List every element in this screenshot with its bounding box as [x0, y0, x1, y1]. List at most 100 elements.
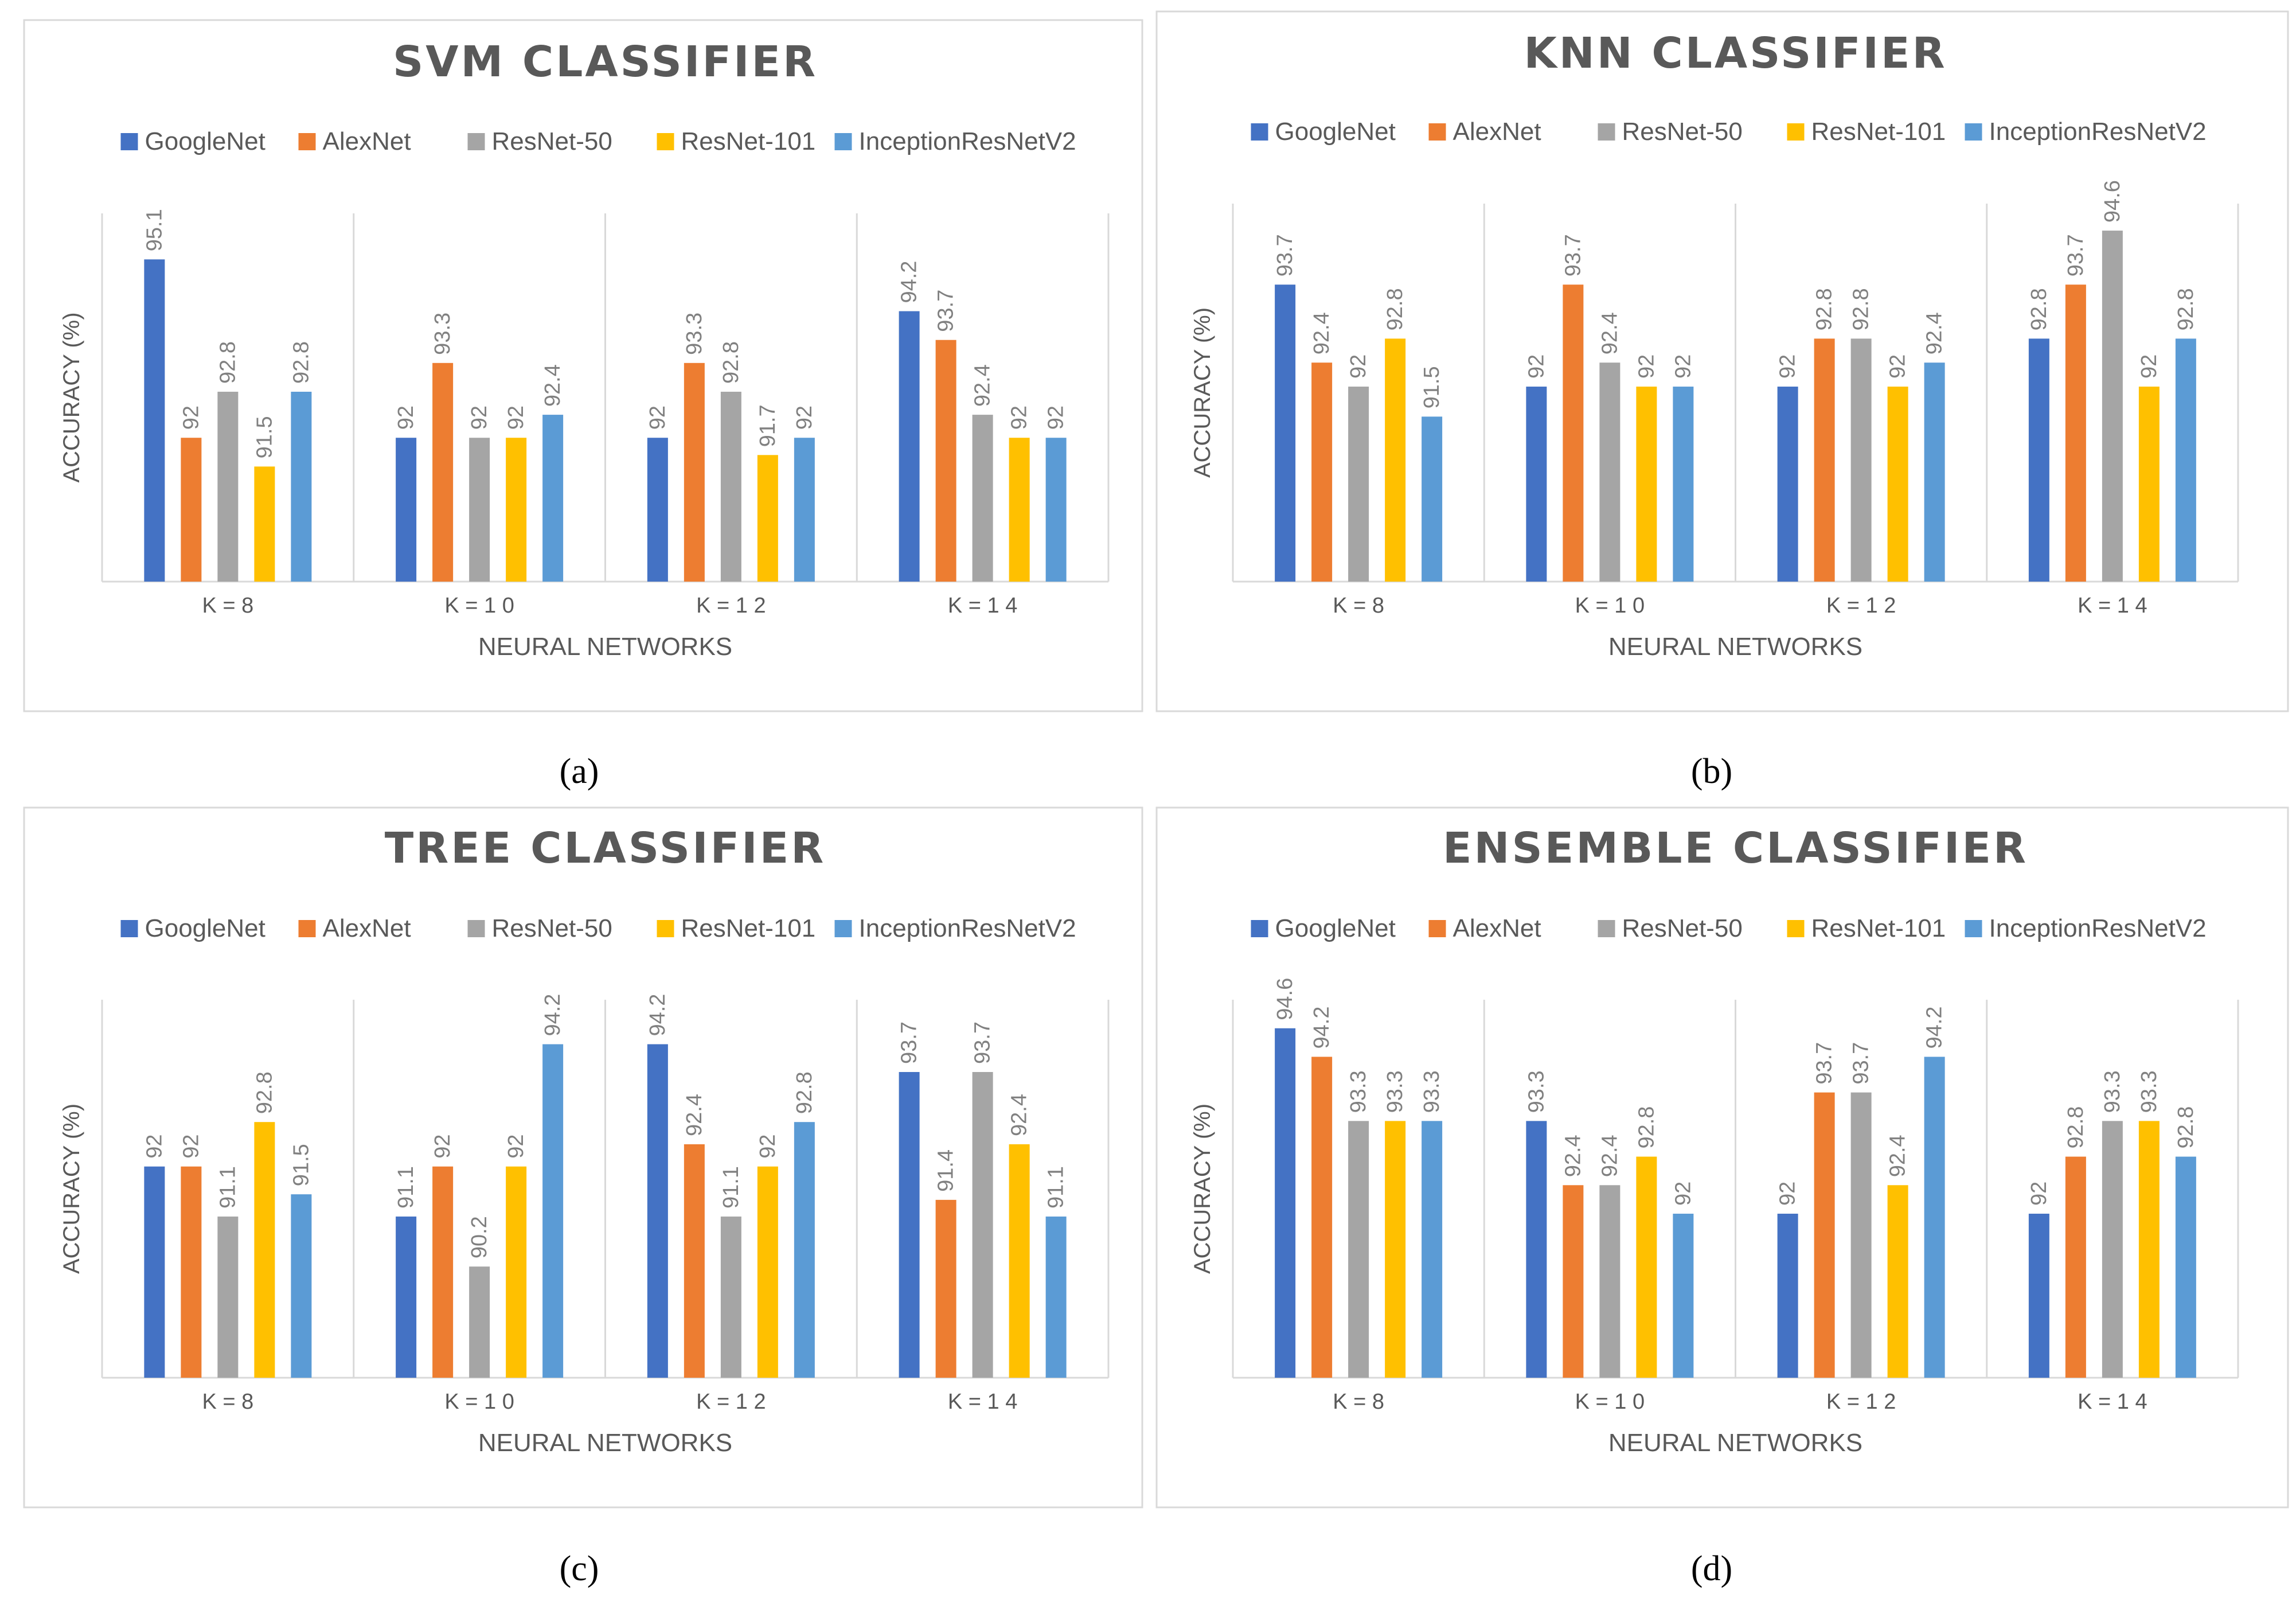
data-label: 92 — [2027, 1182, 2051, 1206]
chart-border — [23, 806, 1143, 1509]
bar-alexnet-k1 — [181, 438, 202, 582]
bar-alexnet-k3 — [684, 1144, 705, 1378]
x-tick-label: K = 8 — [1333, 594, 1384, 618]
bar-resnet-101-k3 — [1887, 1185, 1908, 1378]
legend-label-4: ResNet-101 — [1811, 118, 1946, 146]
legend-swatch-5 — [834, 133, 852, 150]
x-tick-label: K = 8 — [202, 1390, 253, 1414]
bar-googlenet-k4 — [2028, 338, 2049, 582]
bar-resnet-101-k1 — [1385, 1121, 1406, 1378]
data-label: 92.8 — [1849, 288, 1873, 330]
data-label: 93.3 — [1420, 1070, 1444, 1113]
bar-resnet-101-k4 — [1009, 1144, 1030, 1378]
bar-resnet-101-k4 — [1009, 438, 1030, 582]
data-label: 92.8 — [719, 341, 743, 384]
data-label: 92.8 — [2027, 288, 2051, 330]
data-label: 92 — [1634, 354, 1658, 379]
legend-swatch-5 — [1965, 920, 1982, 937]
data-label: 94.6 — [1273, 978, 1297, 1020]
panel-label-a: (a) — [560, 752, 599, 791]
legend-swatch-4 — [657, 920, 674, 937]
data-label: 91.1 — [719, 1166, 743, 1209]
chart-border — [1155, 10, 2289, 712]
y-axis-title: ACCURACY (%) — [59, 1104, 84, 1274]
bar-resnet-101-k2 — [506, 1166, 527, 1378]
bar-inceptionresnetv2-k2 — [542, 415, 564, 582]
bar-resnet-101-k3 — [757, 1166, 778, 1378]
data-label: 93.3 — [1383, 1070, 1407, 1113]
legend-label-4: ResNet-101 — [681, 127, 816, 155]
data-label: 92.8 — [2174, 1106, 2198, 1149]
legend-swatch-2 — [298, 920, 316, 937]
chart-title: KNN CLASSIFIER — [1524, 29, 1947, 78]
data-label: 92 — [1671, 1182, 1695, 1206]
legend-swatch-3 — [467, 920, 485, 937]
bar-inceptionresnetv2-k4 — [1045, 1216, 1067, 1378]
data-label: 90.2 — [467, 1216, 491, 1258]
legend-swatch-4 — [1787, 920, 1805, 937]
bar-inceptionresnetv2-k2 — [542, 1044, 564, 1378]
data-label: 92 — [1776, 1182, 1800, 1206]
chart-panel-1: SVM CLASSIFIER GoogleNet AlexNet ResNet-50 R… — [23, 19, 1143, 712]
bar-googlenet-k1 — [1275, 1028, 1296, 1378]
bar-inceptionresnetv2-k3 — [794, 1122, 815, 1378]
data-label: 92 — [792, 406, 817, 430]
bar-resnet-50-k1 — [1348, 387, 1369, 582]
data-label: 91.7 — [756, 404, 780, 447]
panel-label-b: (b) — [1691, 752, 1732, 791]
legend-label-5: InceptionResNetV2 — [1989, 118, 2207, 146]
data-label: 91.5 — [289, 1144, 313, 1186]
bar-resnet-50-k3 — [720, 1216, 741, 1378]
data-label: 92 — [646, 406, 670, 430]
bar-googlenet-k1 — [1275, 284, 1296, 582]
data-label: 94.2 — [646, 994, 670, 1036]
legend-swatch-2 — [1428, 123, 1446, 141]
x-tick-label: K = 1 0 — [444, 1390, 514, 1414]
data-label: 92.4 — [1598, 312, 1622, 354]
legend-swatch-3 — [1598, 920, 1615, 937]
bar-resnet-101-k4 — [2138, 387, 2160, 582]
data-label: 92.4 — [541, 364, 565, 407]
bar-alexnet-k2 — [1563, 284, 1584, 582]
bar-alexnet-k1 — [181, 1166, 202, 1378]
data-label: 92.4 — [682, 1094, 706, 1136]
bar-resnet-50-k4 — [972, 1071, 993, 1378]
legend-swatch-1 — [120, 133, 138, 150]
data-label: 91.5 — [252, 416, 276, 458]
bar-googlenet-k2 — [1526, 387, 1547, 582]
bar-googlenet-k4 — [2028, 1214, 2049, 1378]
data-label: 93.7 — [934, 290, 958, 332]
bar-googlenet-k3 — [647, 1044, 668, 1378]
x-axis-title: NEURAL NETWORKS — [1608, 1429, 1862, 1457]
bar-resnet-101-k1 — [254, 1122, 275, 1378]
legend-label-1: GoogleNet — [1275, 118, 1396, 146]
x-axis-title: NEURAL NETWORKS — [1608, 633, 1862, 661]
legend-swatch-1 — [1251, 920, 1268, 937]
panel-label-d: (d) — [1691, 1549, 1732, 1588]
y-axis-title: ACCURACY (%) — [1190, 307, 1215, 478]
data-label: 92 — [179, 406, 203, 430]
x-tick-label: K = 1 2 — [696, 1390, 766, 1414]
data-label: 93.3 — [2137, 1070, 2161, 1113]
chart-panel-2: KNN CLASSIFIER GoogleNet AlexNet ResNet-50 R… — [1155, 10, 2289, 712]
legend-swatch-3 — [467, 133, 485, 150]
bar-resnet-50-k3 — [720, 391, 741, 582]
panel-label-c: (c) — [560, 1549, 599, 1588]
bar-resnet-50-k2 — [469, 438, 490, 582]
legend-label-1: GoogleNet — [1275, 914, 1396, 942]
bar-googlenet-k1 — [144, 259, 165, 582]
data-label: 92.8 — [289, 341, 313, 384]
data-label: 93.3 — [431, 313, 455, 355]
legend-swatch-4 — [657, 133, 674, 150]
bar-googlenet-k2 — [1526, 1121, 1547, 1378]
data-label: 93.3 — [1346, 1070, 1370, 1113]
legend-swatch-5 — [834, 920, 852, 937]
bar-googlenet-k3 — [1777, 387, 1798, 582]
x-tick-label: K = 1 4 — [948, 1390, 1017, 1414]
bar-alexnet-k2 — [432, 1166, 454, 1378]
bar-inceptionresnetv2-k2 — [1673, 1214, 1694, 1378]
bar-inceptionresnetv2-k2 — [1673, 387, 1694, 582]
legend-swatch-3 — [1598, 123, 1615, 141]
bar-inceptionresnetv2-k3 — [1924, 1057, 1945, 1378]
